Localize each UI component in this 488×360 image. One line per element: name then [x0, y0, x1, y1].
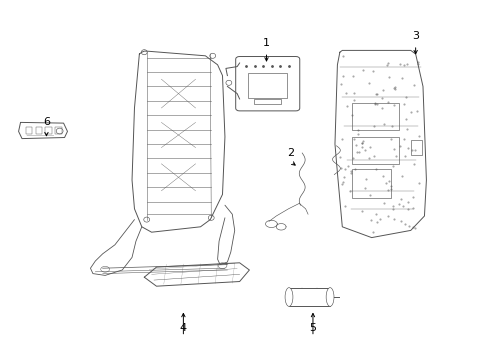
Text: 3: 3: [411, 31, 418, 41]
Bar: [45, 127, 52, 134]
Bar: [351, 137, 398, 164]
Text: 6: 6: [43, 117, 50, 127]
Bar: [248, 73, 286, 98]
Bar: [26, 127, 32, 134]
Bar: [410, 140, 421, 155]
Text: 4: 4: [180, 323, 186, 333]
Bar: [55, 127, 61, 134]
Bar: [351, 103, 398, 130]
FancyBboxPatch shape: [235, 57, 299, 111]
Text: 2: 2: [287, 148, 294, 158]
Ellipse shape: [325, 288, 333, 306]
Text: 5: 5: [309, 323, 316, 333]
Bar: [288, 288, 329, 306]
Bar: [351, 169, 390, 198]
Bar: [36, 127, 42, 134]
Bar: [254, 99, 281, 104]
Text: 1: 1: [263, 38, 269, 48]
Ellipse shape: [285, 288, 292, 306]
